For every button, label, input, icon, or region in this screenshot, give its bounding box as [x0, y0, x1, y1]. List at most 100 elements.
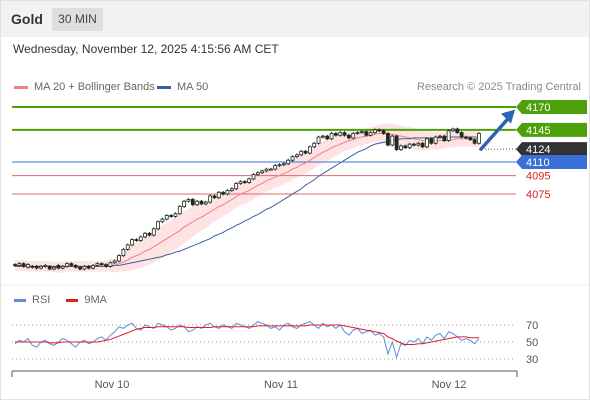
candle-body: [416, 142, 421, 146]
candle-body: [186, 199, 191, 202]
candle-body: [130, 239, 134, 246]
candle-body: [438, 135, 442, 138]
candle-body: [390, 135, 395, 146]
price-tag-4124: [516, 142, 587, 157]
candle-body: [264, 168, 269, 172]
candle-body: [403, 145, 408, 149]
rsi-ma-legend-item: 9MA: [66, 294, 107, 306]
candle-body: [251, 174, 256, 180]
candle-body: [134, 239, 139, 241]
candle-body: [294, 154, 299, 158]
candle-body: [82, 265, 87, 270]
candle-body: [13, 264, 17, 266]
price-label-4110: 4110: [526, 157, 550, 169]
forecast-arrow: [479, 115, 511, 151]
candle-body: [47, 265, 52, 270]
forecast-arrowhead: [501, 109, 515, 124]
legend-ma20: MA 20 + Bollinger Bands: [14, 81, 155, 93]
candle-body: [386, 133, 390, 146]
candle-body: [342, 132, 347, 136]
candle-body: [143, 232, 147, 238]
price-label-4170: 4170: [526, 102, 550, 114]
candle-body: [446, 130, 451, 141]
x-tick-label: Nov 10: [95, 379, 130, 391]
candle-body: [425, 138, 429, 148]
candle-body: [78, 266, 82, 270]
candle-body: [39, 265, 43, 269]
candle-body: [125, 244, 130, 250]
candle-body: [373, 129, 377, 133]
candle-body: [303, 150, 308, 154]
candle-body: [468, 137, 473, 141]
header-bar: Gold 30 MIN: [1, 1, 589, 37]
candle-body: [255, 172, 260, 175]
candle-body: [156, 221, 161, 230]
candle-body: [247, 178, 252, 183]
candle-body: [407, 143, 412, 149]
candle-body: [182, 200, 187, 207]
candle-body: [451, 128, 455, 132]
candle-body: [281, 163, 286, 166]
instrument-title: Gold: [11, 11, 43, 27]
candle-body: [399, 145, 403, 150]
candle-body: [17, 263, 22, 266]
candle-body: [195, 200, 200, 206]
candle-body: [329, 133, 334, 140]
candle-body: [268, 168, 273, 171]
rsi-legend: RSI 9MA: [14, 294, 123, 306]
candle-body: [160, 218, 165, 223]
candle-body: [208, 195, 213, 203]
candle-body: [355, 132, 360, 134]
x-tick-label: Nov 11: [264, 379, 298, 391]
ma50-label: MA 50: [177, 81, 209, 93]
rsi-label: RSI: [32, 294, 51, 306]
legend-ma50: MA 50: [157, 81, 208, 93]
candle-body: [420, 142, 425, 148]
candle-body: [277, 164, 282, 167]
candle-body: [60, 265, 65, 269]
candle-body: [238, 181, 243, 184]
ma20-swatch: [14, 85, 28, 89]
candle-body: [112, 260, 117, 264]
candle-body: [216, 191, 221, 199]
candle-body: [351, 133, 356, 139]
rsi-ma-swatch: [66, 298, 79, 302]
x-tick-label: Nov 12: [432, 379, 467, 391]
candle-body: [147, 232, 152, 236]
candle-body: [333, 133, 338, 136]
candle-body: [455, 128, 460, 133]
candle-body: [65, 263, 69, 267]
price-tag-4145: [516, 122, 587, 137]
candle-body: [320, 135, 325, 138]
candle-body: [21, 263, 26, 267]
candle-body: [442, 135, 447, 141]
candle-body: [229, 188, 234, 191]
price-label-4124: 4124: [526, 144, 550, 156]
candle-body: [273, 165, 278, 170]
candle-body: [338, 132, 343, 136]
candle-body: [307, 146, 312, 154]
credit-text: Research © 2025 Trading Central: [416, 81, 581, 93]
rsi-tick-label: 30: [526, 354, 538, 366]
candle-body: [95, 263, 100, 266]
candle-body: [433, 136, 438, 144]
candle-body: [299, 150, 304, 156]
candle-body: [117, 255, 121, 262]
price-tag-4110: [516, 154, 587, 169]
candle-body: [286, 159, 291, 165]
candle-body: [104, 264, 108, 267]
candle-body: [203, 201, 208, 205]
candle-body: [242, 181, 247, 184]
candle-body: [464, 136, 468, 139]
candle-body: [173, 213, 178, 217]
candle-body: [360, 131, 364, 134]
candle-body: [221, 191, 226, 195]
candle-body: [52, 266, 56, 270]
rsi-swatch: [14, 298, 26, 302]
candle-body: [225, 190, 230, 195]
timeframe-button[interactable]: 30 MIN: [52, 8, 103, 31]
candle-body: [377, 129, 382, 132]
price-label-4095: 4095: [526, 171, 550, 183]
candle-body: [34, 265, 39, 269]
rsi-tick-label: 50: [526, 337, 538, 349]
